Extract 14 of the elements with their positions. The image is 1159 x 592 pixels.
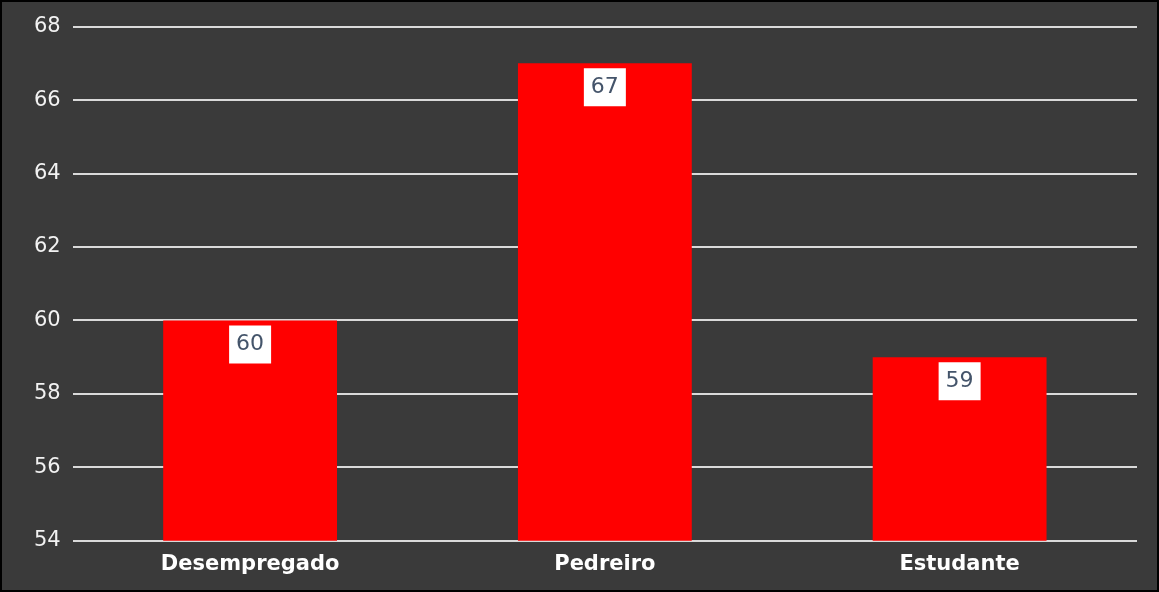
y-tick-label: 56 (33, 453, 61, 478)
x-tick-label: Desempregado (160, 550, 340, 575)
data-label: 59 (945, 366, 974, 392)
y-tick-label: 66 (33, 86, 61, 111)
y-tick-label: 62 (33, 233, 61, 258)
x-tick-label: Estudante (899, 550, 1020, 575)
y-tick-label: 64 (33, 159, 61, 184)
y-tick-label: 54 (33, 527, 61, 552)
data-label: 67 (590, 73, 619, 99)
y-tick-label: 68 (33, 13, 61, 38)
data-label: 60 (236, 330, 265, 356)
x-tick-label: Pedreiro (554, 550, 656, 575)
y-tick-label: 58 (33, 380, 61, 405)
y-tick-label: 60 (33, 306, 61, 331)
